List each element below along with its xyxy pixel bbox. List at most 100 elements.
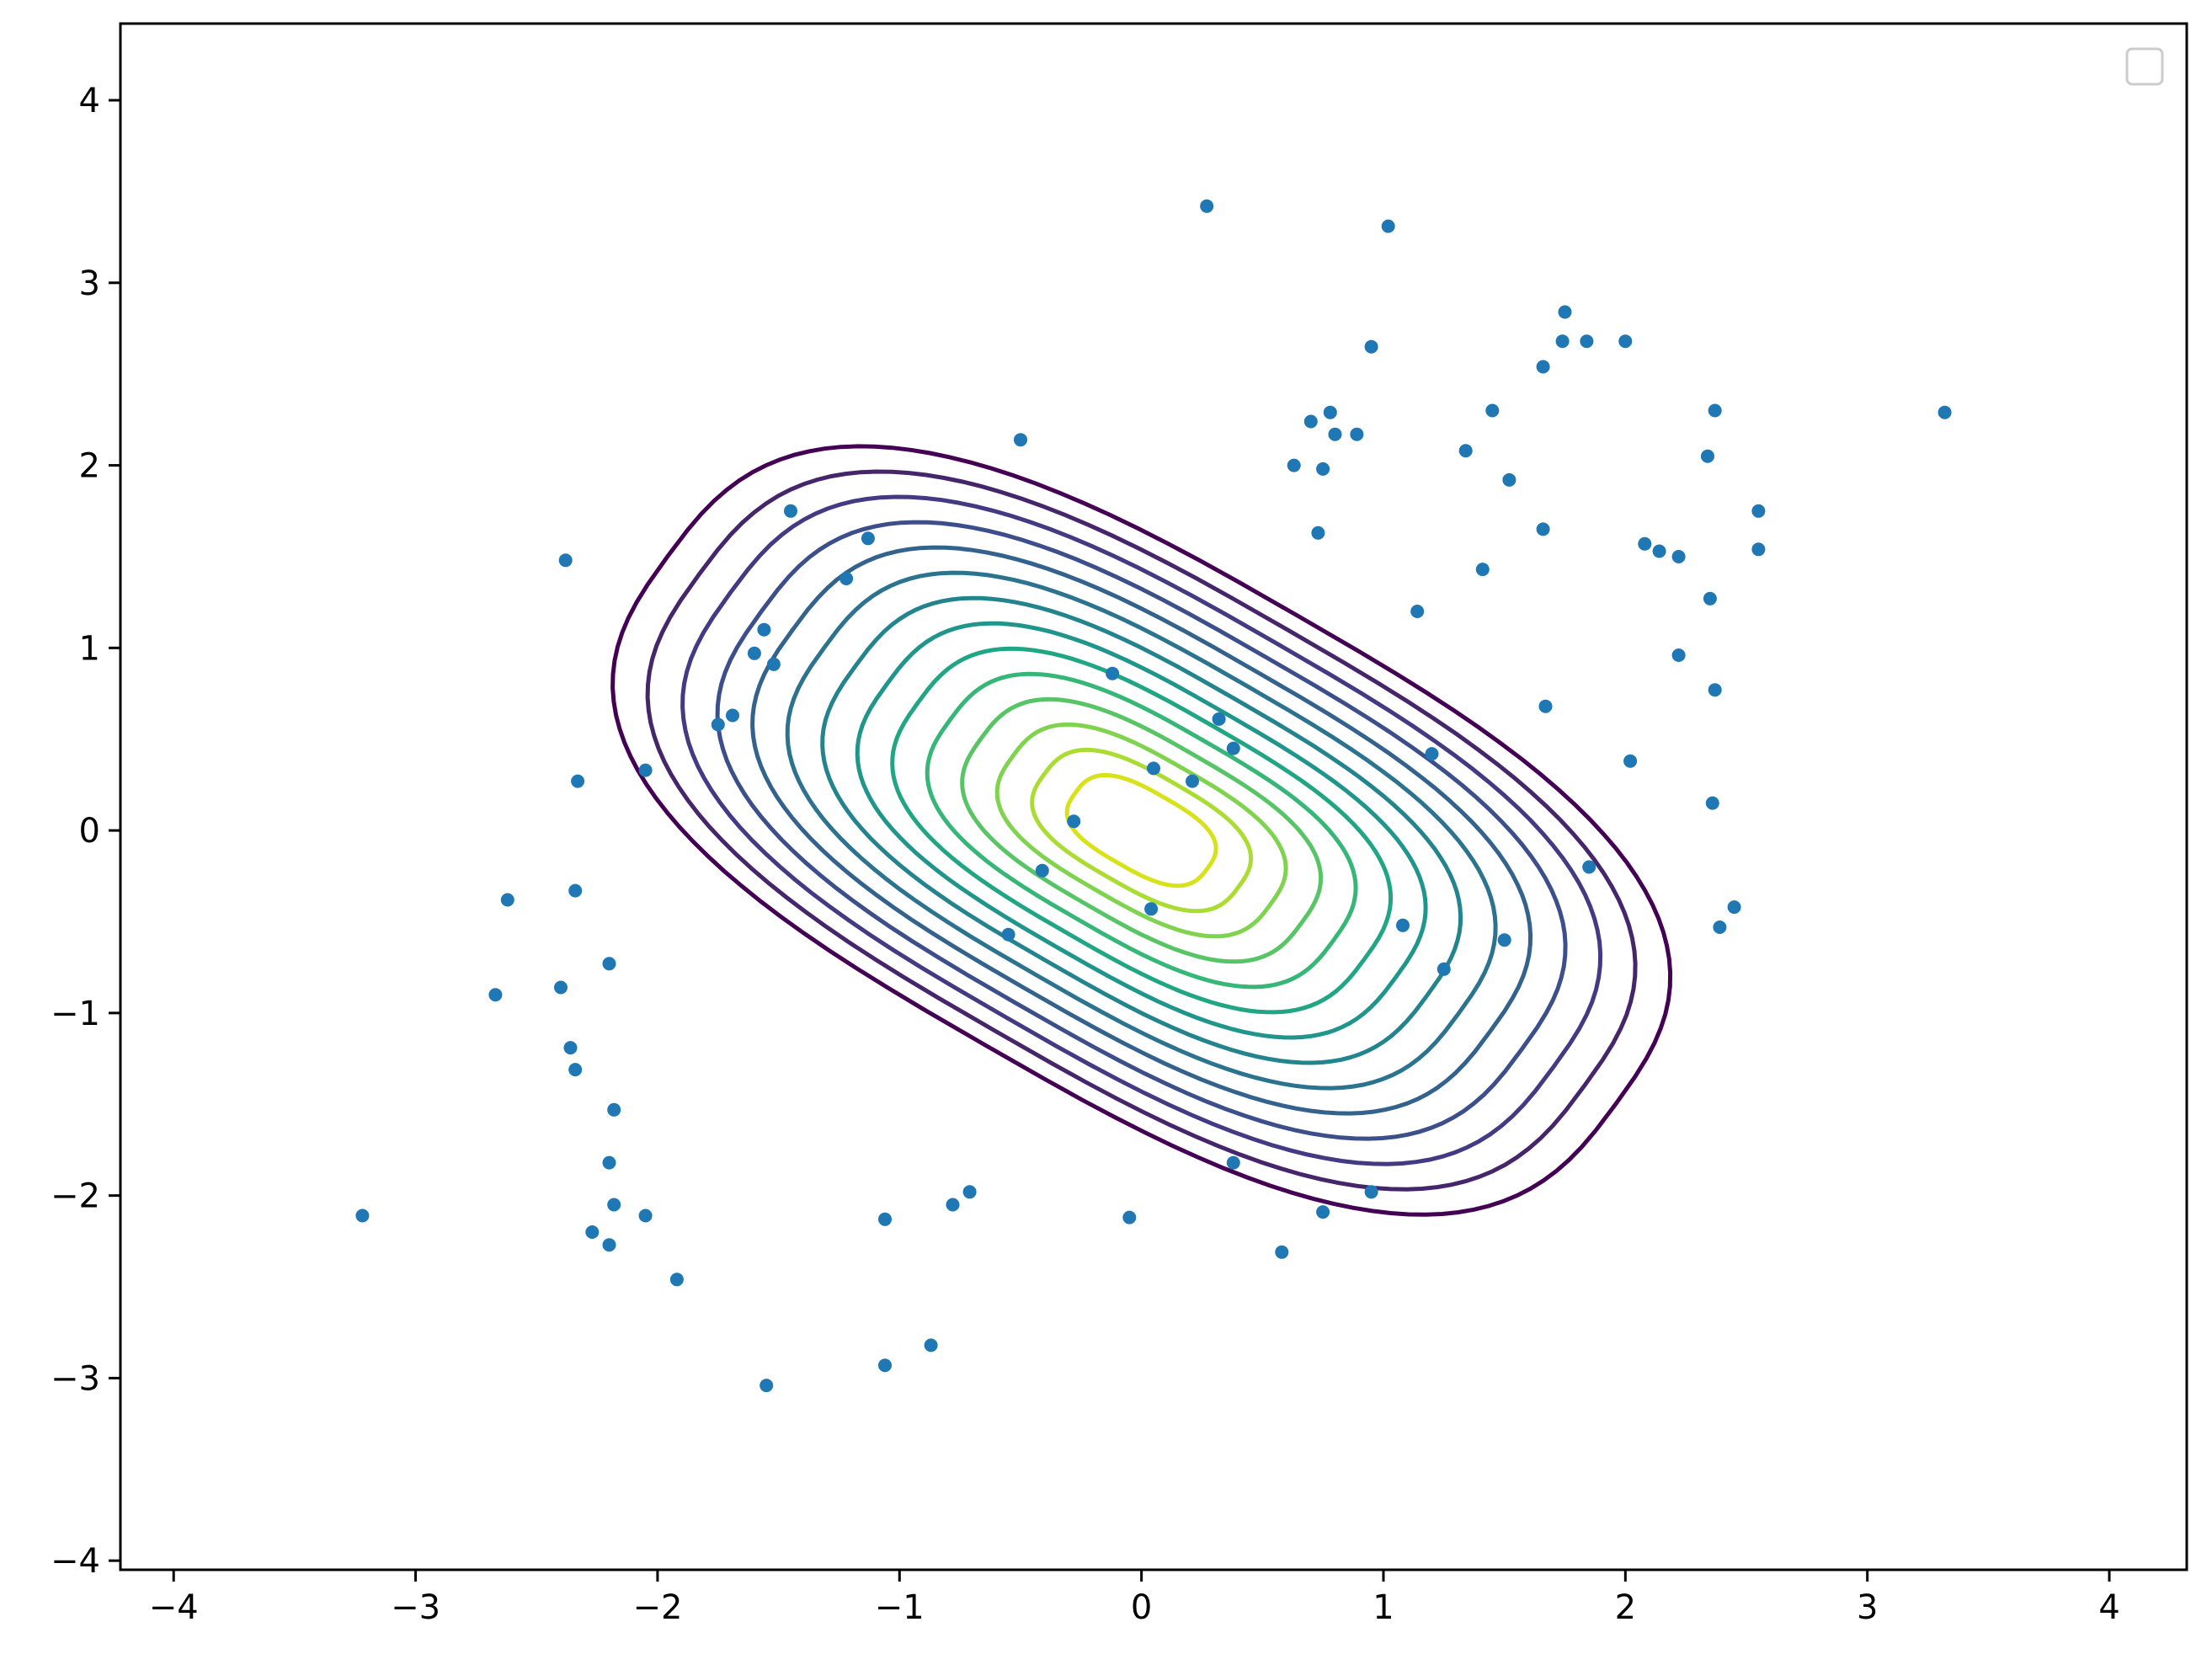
x-tick-label: −1 [875,1588,925,1627]
scatter-point [1538,699,1553,713]
x-tick-label: 2 [1615,1588,1636,1627]
scatter-point [861,531,875,546]
contour-line [994,722,1288,939]
scatter-point [1536,522,1550,536]
y-tick-label: −4 [51,1542,100,1581]
scatter-point [1067,814,1081,829]
scatter-point [1623,754,1638,768]
y-tick-label: −2 [51,1177,100,1216]
scatter-point [1497,933,1511,947]
scatter-point [488,988,503,1002]
scatter-point [355,1208,370,1223]
scatter-point [1671,550,1686,563]
plot-area-frame [119,22,2188,1571]
scatter-point [638,1208,653,1223]
scatter-point [1212,712,1226,726]
scatter-point [1350,427,1364,441]
scatter-point [1458,444,1473,458]
y-tick-label: 1 [79,629,100,668]
scatter-point [1703,591,1717,606]
y-tick-label: −3 [51,1359,100,1398]
scatter-point [1035,863,1049,878]
scatter-point [711,718,725,732]
scatter-point [946,1198,960,1212]
contour-line [855,621,1428,1040]
y-tick-label: 4 [79,82,100,120]
y-tick-label: −1 [51,995,100,1033]
contour-line [1030,747,1254,914]
scatter-point [1618,334,1633,349]
scatter-point [1144,902,1159,916]
contour-line [1064,772,1218,888]
scatter-point [962,1185,977,1199]
x-tick-label: 0 [1131,1588,1152,1627]
scatter-point [1226,1155,1240,1170]
scatter-point [726,708,739,723]
scatter-point [766,657,781,671]
scatter-point [1727,900,1741,915]
contour-line [750,545,1533,1116]
contour-line [890,646,1394,1015]
scatter-point [1652,544,1666,558]
scatter-point [839,572,854,585]
density-contours [610,444,1673,1217]
scatter-point [638,763,653,777]
legend-box [2125,47,2164,86]
scatter-point [1186,774,1199,788]
contour-line [680,494,1603,1166]
scatter-point [1303,414,1318,429]
scatter-point [1226,741,1240,755]
contour-line [645,469,1638,1192]
contour-line [820,595,1463,1065]
contour-line [610,444,1673,1217]
scatter-point [1106,666,1120,680]
contour-line [715,520,1568,1141]
y-tick-label: 2 [79,447,100,486]
scatter-point [1014,433,1027,447]
scatter-point [554,980,568,995]
scatter-point [1937,405,1952,419]
scatter-point [924,1338,938,1353]
scatter-point [1713,920,1727,934]
scatter-point [669,1273,684,1287]
scatter-points [355,199,1952,1393]
scatter-point [760,1379,774,1393]
scatter-point [568,883,583,898]
scatter-point [1555,334,1570,349]
scatter-point [1364,1185,1378,1199]
scatter-point [602,957,616,971]
scatter-point [1705,796,1719,810]
scatter-point [1701,449,1714,463]
scatter-point [500,893,514,907]
y-tick-label: 3 [79,264,100,303]
scatter-point [558,553,573,568]
scatter-point [1410,605,1425,618]
scatter-point [1485,403,1500,418]
contour-line [925,671,1358,990]
scatter-point [568,1063,583,1077]
scatter-point [607,1102,621,1117]
scatter-point [1751,542,1766,557]
x-tick-label: 4 [2098,1588,2119,1627]
scatter-point [1287,458,1301,472]
scatter-point [1316,462,1330,476]
scatter-point [757,622,771,637]
scatter-point [585,1225,600,1239]
scatter-point [1381,219,1395,233]
contour-line [960,696,1324,964]
scatter-point [1638,536,1652,551]
scatter-point [878,1212,892,1226]
scatter-point [1316,1205,1330,1219]
axis-ticks: −4 −3 −2 −1 0 1 2 3 4 −4 −3 −2 −1 0 1 2 3 4 [51,82,2120,1627]
scatter-point [1425,747,1439,761]
x-tick-label: −4 [149,1588,199,1627]
scatter-point [878,1358,892,1373]
scatter-point [1580,334,1594,349]
scatter-point [1311,526,1325,540]
scatter-point [1323,405,1337,419]
scatter-point [1122,1210,1137,1224]
x-tick-label: −3 [391,1588,440,1627]
x-tick-label: −2 [632,1588,682,1627]
scatter-point [1275,1245,1289,1259]
scatter-point [1536,360,1550,374]
